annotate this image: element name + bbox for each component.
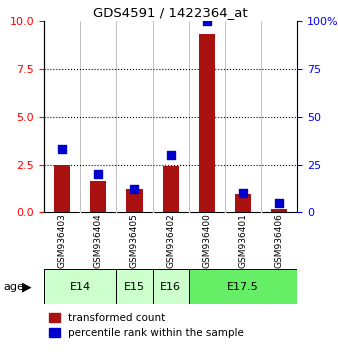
Text: E14: E14 [70, 282, 91, 292]
Point [132, 187, 137, 192]
Point [168, 152, 173, 158]
Bar [116, 269, 152, 304]
Bar [54, 165, 70, 212]
Point [276, 200, 282, 206]
Text: GSM936405: GSM936405 [130, 213, 139, 268]
Text: GSM936401: GSM936401 [239, 213, 248, 268]
Text: E16: E16 [160, 282, 181, 292]
Bar [90, 181, 106, 212]
Bar [152, 269, 189, 304]
Text: E15: E15 [124, 282, 145, 292]
Point [204, 18, 210, 24]
Text: GSM936402: GSM936402 [166, 213, 175, 268]
Bar [126, 189, 143, 212]
Text: GSM936403: GSM936403 [57, 213, 67, 268]
Text: ▶: ▶ [22, 280, 31, 293]
Bar [199, 34, 215, 212]
Bar [271, 209, 288, 212]
Text: E17.5: E17.5 [227, 282, 259, 292]
Text: GSM936404: GSM936404 [94, 213, 103, 268]
Point [240, 190, 246, 196]
Text: GSM936400: GSM936400 [202, 213, 211, 268]
Bar [189, 269, 297, 304]
Bar [44, 269, 116, 304]
Title: GDS4591 / 1422364_at: GDS4591 / 1422364_at [93, 6, 248, 19]
Bar [163, 166, 179, 212]
Bar [235, 194, 251, 212]
Legend: transformed count, percentile rank within the sample: transformed count, percentile rank withi… [49, 313, 244, 338]
Point [96, 171, 101, 177]
Text: age: age [3, 282, 24, 292]
Point [59, 147, 65, 152]
Text: GSM936406: GSM936406 [275, 213, 284, 268]
